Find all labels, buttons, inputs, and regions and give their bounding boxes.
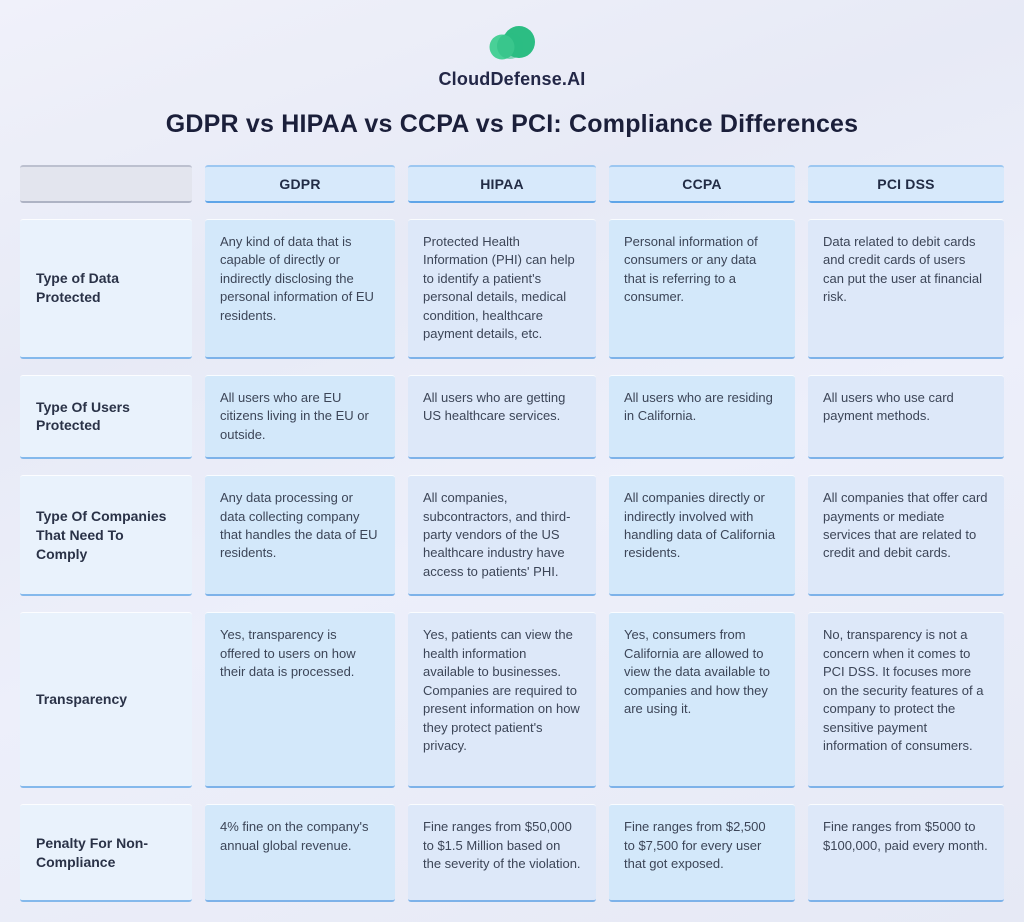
comparison-table: GDPR HIPAA CCPA PCI DSS Type of Data Pro… xyxy=(20,165,1004,903)
row-label-transparency: Transparency xyxy=(20,612,192,789)
column-header-hipaa: HIPAA xyxy=(408,165,596,203)
cell-data-protected-pci: Data related to debit cards and credit c… xyxy=(808,219,1004,359)
cell-companies-comply-hipaa: All companies, subcontractors, and third… xyxy=(408,475,596,597)
row-label-type-of-users-protected: Type Of Users Protected xyxy=(20,374,192,460)
column-header-pci-dss: PCI DSS xyxy=(808,165,1004,203)
cell-users-protected-ccpa: All users who are residing in California… xyxy=(609,374,795,460)
cell-penalty-gdpr: 4% fine on the company's annual global r… xyxy=(205,804,395,903)
cell-penalty-pci: Fine ranges from $5000 to $100,000, paid… xyxy=(808,804,1004,903)
clouddefense-logo-icon xyxy=(486,24,538,67)
cell-transparency-ccpa: Yes, consumers from California are allow… xyxy=(609,612,795,789)
cell-penalty-ccpa: Fine ranges from $2,500 to $7,500 for ev… xyxy=(609,804,795,903)
cell-companies-comply-ccpa: All companies directly or indirectly inv… xyxy=(609,475,795,597)
column-header-gdpr: GDPR xyxy=(205,165,395,203)
row-label-type-of-data-protected: Type of Data Protected xyxy=(20,219,192,359)
brand-name: CloudDefense.AI xyxy=(438,69,586,89)
cell-transparency-gdpr: Yes, transparency is offered to users on… xyxy=(205,612,395,789)
cell-companies-comply-gdpr: Any data processing or data collecting c… xyxy=(205,475,395,597)
cell-transparency-hipaa: Yes, patients can view the health inform… xyxy=(408,612,596,789)
row-label-penalty-for-non-compliance: Penalty For Non-Compliance xyxy=(20,804,192,903)
cell-data-protected-gdpr: Any kind of data that is capable of dire… xyxy=(205,219,395,359)
cell-users-protected-hipaa: All users who are getting US healthcare … xyxy=(408,374,596,460)
cell-data-protected-hipaa: Protected Health Information (PHI) can h… xyxy=(408,219,596,359)
cell-transparency-pci: No, transparency is not a concern when i… xyxy=(808,612,1004,789)
page-title: GDPR vs HIPAA vs CCPA vs PCI: Compliance… xyxy=(165,110,859,138)
row-label-companies-that-need-to-comply: Type Of Companies That Need To Comply xyxy=(20,475,192,597)
column-header-ccpa: CCPA xyxy=(609,165,795,203)
cell-data-protected-ccpa: Personal information of consumers or any… xyxy=(609,219,795,359)
cell-users-protected-pci: All users who use card payment methods. xyxy=(808,374,1004,460)
table-corner-cell xyxy=(20,165,192,203)
cell-companies-comply-pci: All companies that offer card payments o… xyxy=(808,475,1004,597)
cell-users-protected-gdpr: All users who are EU citizens living in … xyxy=(205,374,395,460)
cell-penalty-hipaa: Fine ranges from $50,000 to $1.5 Million… xyxy=(408,804,596,903)
header: CloudDefense.AI GDPR vs HIPAA vs CCPA vs… xyxy=(0,24,1024,139)
brand: CloudDefense.AI xyxy=(0,24,1024,90)
